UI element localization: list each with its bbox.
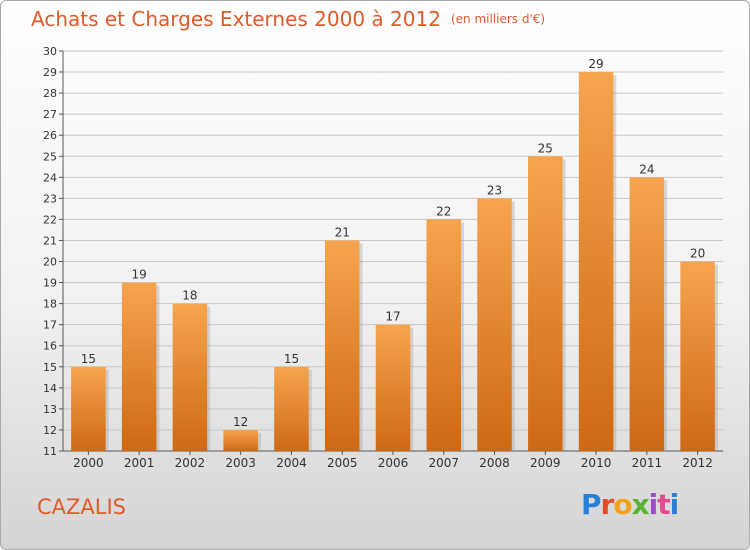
y-tick-label: 25 (43, 150, 57, 163)
y-tick-label: 18 (43, 298, 57, 311)
logo-letter: o (613, 488, 632, 521)
bar (324, 240, 360, 451)
bar (528, 156, 563, 451)
x-tick-label: 2003 (225, 456, 256, 470)
x-tick-label: 2002 (175, 456, 206, 470)
bar (71, 366, 106, 451)
y-tick-label: 20 (43, 256, 57, 269)
y-tick-label: 26 (43, 129, 57, 142)
bar (629, 177, 665, 451)
y-tick-label: 23 (43, 192, 57, 205)
commune-name: CAZALIS (37, 495, 127, 519)
y-tick-label: 12 (43, 424, 57, 437)
bar (172, 303, 208, 451)
y-tick-label: 19 (43, 277, 57, 290)
y-tick-label: 16 (43, 340, 57, 353)
y-tick-label: 13 (43, 403, 57, 416)
y-tick-label: 29 (43, 66, 57, 79)
bar (375, 324, 411, 451)
y-tick-label: 14 (43, 382, 57, 395)
bar-value-label: 12 (233, 415, 248, 429)
logo-letter: i (669, 488, 680, 521)
y-tick-label: 17 (43, 319, 57, 332)
y-tick-label: 27 (43, 108, 57, 121)
x-tick-label: 2004 (276, 456, 307, 470)
x-tick-label: 2011 (632, 456, 663, 470)
y-tick-label: 30 (43, 45, 57, 58)
proxiti-logo[interactable]: Proxiti (581, 488, 680, 521)
logo-letter: i (648, 488, 659, 521)
bar (426, 219, 462, 451)
x-tick-label: 2005 (327, 456, 358, 470)
x-tick-label: 2008 (479, 456, 510, 470)
x-tick-label: 2007 (428, 456, 459, 470)
bar-value-label: 15 (81, 352, 96, 366)
bar-value-label: 15 (284, 352, 299, 366)
bar-value-label: 17 (385, 310, 400, 324)
x-tick-label: 2000 (73, 456, 104, 470)
bar (223, 429, 258, 451)
x-tick-label: 2012 (682, 456, 713, 470)
x-tick-label: 2010 (581, 456, 612, 470)
x-tick-label: 2009 (530, 456, 561, 470)
y-tick-label: 24 (43, 171, 57, 184)
y-tick-label: 11 (43, 445, 57, 458)
bar (578, 72, 614, 451)
logo-letter: x (631, 488, 650, 521)
logo-letter: r (600, 488, 615, 521)
logo-letter: P (581, 488, 602, 521)
y-tick-label: 21 (43, 234, 57, 247)
bar (274, 366, 309, 451)
bar-value-label: 24 (639, 162, 654, 176)
logo-letter: t (657, 488, 670, 521)
bar-value-label: 23 (487, 183, 502, 197)
y-tick-label: 15 (43, 361, 57, 374)
bar-value-label: 21 (335, 225, 350, 239)
bar (477, 198, 512, 451)
chart-title-text: Achats et Charges Externes 2000 à 2012 (31, 7, 441, 31)
x-tick-label: 2006 (378, 456, 409, 470)
bar-value-label: 25 (538, 141, 553, 155)
bar-value-label: 19 (132, 268, 147, 282)
bar-value-label: 22 (436, 204, 451, 218)
bar-value-label: 18 (182, 289, 197, 303)
x-tick-label: 2001 (124, 456, 155, 470)
bar-value-label: 20 (690, 247, 705, 261)
bar (680, 261, 715, 451)
bar (121, 282, 157, 451)
chart-unit: (en milliers d'€) (450, 12, 546, 26)
y-tick-label: 22 (43, 213, 57, 226)
chart-title: Achats et Charges Externes 2000 à 2012 (e… (31, 7, 545, 31)
bar-value-label: 29 (588, 57, 603, 71)
y-tick-label: 28 (43, 87, 57, 100)
